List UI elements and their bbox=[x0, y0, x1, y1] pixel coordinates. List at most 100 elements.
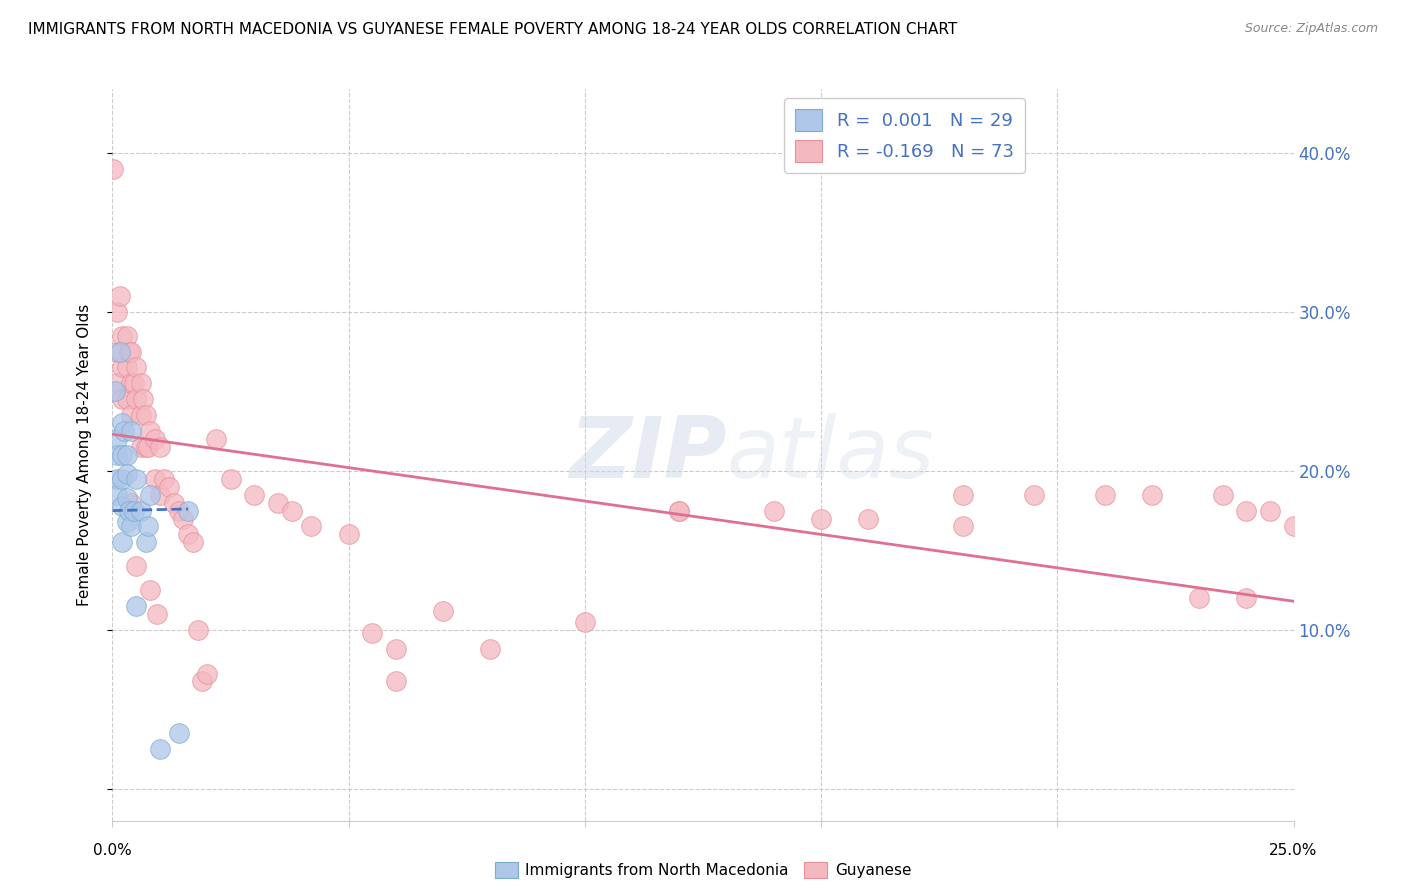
Point bbox=[115, 328, 138, 343]
Point bbox=[129, 503, 152, 517]
Point bbox=[177, 527, 200, 541]
Point bbox=[125, 472, 148, 486]
Point bbox=[120, 408, 142, 422]
Point bbox=[1094, 488, 1116, 502]
Point bbox=[105, 448, 128, 462]
Point bbox=[105, 305, 128, 319]
Point bbox=[167, 726, 190, 740]
Point bbox=[125, 559, 148, 574]
Point bbox=[1212, 488, 1234, 502]
Text: IMMIGRANTS FROM NORTH MACEDONIA VS GUYANESE FEMALE POVERTY AMONG 18-24 YEAR OLDS: IMMIGRANTS FROM NORTH MACEDONIA VS GUYAN… bbox=[28, 22, 957, 37]
Point bbox=[105, 472, 128, 486]
Point bbox=[1282, 519, 1305, 533]
Point bbox=[108, 289, 131, 303]
Point bbox=[143, 472, 166, 486]
Point bbox=[105, 344, 128, 359]
Point bbox=[111, 535, 134, 549]
Point bbox=[120, 344, 142, 359]
Point bbox=[103, 161, 125, 176]
Point bbox=[115, 467, 138, 481]
Point bbox=[1140, 488, 1163, 502]
Point bbox=[120, 424, 142, 438]
Point bbox=[385, 641, 408, 656]
Point bbox=[139, 583, 162, 598]
Point bbox=[122, 503, 145, 517]
Point bbox=[105, 376, 128, 391]
Point bbox=[139, 424, 162, 438]
Point bbox=[191, 673, 214, 688]
Point bbox=[120, 376, 142, 391]
Point bbox=[195, 667, 218, 681]
Point bbox=[574, 615, 596, 629]
Point bbox=[361, 626, 384, 640]
Point bbox=[111, 472, 134, 486]
Point bbox=[149, 742, 172, 756]
Point bbox=[108, 344, 131, 359]
Point bbox=[135, 440, 157, 454]
Point bbox=[104, 384, 127, 399]
Point bbox=[1188, 591, 1211, 605]
Point bbox=[132, 392, 155, 407]
Point bbox=[105, 488, 128, 502]
Point bbox=[149, 440, 172, 454]
Point bbox=[120, 519, 142, 533]
Point bbox=[1234, 503, 1257, 517]
Point bbox=[125, 392, 148, 407]
Text: 0.0%: 0.0% bbox=[93, 843, 132, 858]
Point bbox=[129, 440, 152, 454]
Point bbox=[267, 495, 290, 509]
Point bbox=[115, 491, 138, 505]
Point bbox=[125, 599, 148, 613]
Text: 25.0%: 25.0% bbox=[1270, 843, 1317, 858]
Point bbox=[111, 360, 134, 375]
Point bbox=[281, 503, 304, 517]
Point bbox=[135, 408, 157, 422]
Point bbox=[668, 503, 690, 517]
Point bbox=[115, 448, 138, 462]
Point bbox=[112, 424, 135, 438]
Point bbox=[149, 488, 172, 502]
Point bbox=[1022, 488, 1045, 502]
Point bbox=[810, 511, 832, 525]
Point bbox=[186, 623, 208, 637]
Point bbox=[1258, 503, 1281, 517]
Point bbox=[163, 495, 186, 509]
Point bbox=[136, 519, 159, 533]
Point bbox=[146, 607, 169, 621]
Point bbox=[143, 432, 166, 446]
Point bbox=[167, 503, 190, 517]
Point bbox=[157, 480, 180, 494]
Point bbox=[105, 432, 128, 446]
Point bbox=[125, 360, 148, 375]
Point bbox=[115, 515, 138, 529]
Point bbox=[118, 344, 141, 359]
Point bbox=[129, 408, 152, 422]
Point bbox=[111, 499, 134, 513]
Y-axis label: Female Poverty Among 18-24 Year Olds: Female Poverty Among 18-24 Year Olds bbox=[77, 304, 91, 606]
Point bbox=[858, 511, 880, 525]
Point bbox=[115, 392, 138, 407]
Point bbox=[762, 503, 785, 517]
Point bbox=[136, 440, 159, 454]
Point bbox=[135, 535, 157, 549]
Text: Source: ZipAtlas.com: Source: ZipAtlas.com bbox=[1244, 22, 1378, 36]
Legend: R =  0.001   N = 29, R = -0.169   N = 73: R = 0.001 N = 29, R = -0.169 N = 73 bbox=[785, 98, 1025, 173]
Point bbox=[668, 503, 690, 517]
Point bbox=[243, 488, 266, 502]
Point bbox=[1234, 591, 1257, 605]
Legend: Immigrants from North Macedonia, Guyanese: Immigrants from North Macedonia, Guyanes… bbox=[489, 856, 917, 884]
Point bbox=[952, 488, 974, 502]
Point bbox=[479, 641, 502, 656]
Point bbox=[172, 511, 194, 525]
Point bbox=[139, 488, 162, 502]
Point bbox=[111, 448, 134, 462]
Point bbox=[205, 432, 228, 446]
Point bbox=[337, 527, 360, 541]
Point bbox=[129, 376, 152, 391]
Point bbox=[111, 392, 134, 407]
Point bbox=[299, 519, 322, 533]
Point bbox=[118, 503, 141, 517]
Point bbox=[219, 472, 242, 486]
Point bbox=[177, 503, 200, 517]
Point bbox=[111, 328, 134, 343]
